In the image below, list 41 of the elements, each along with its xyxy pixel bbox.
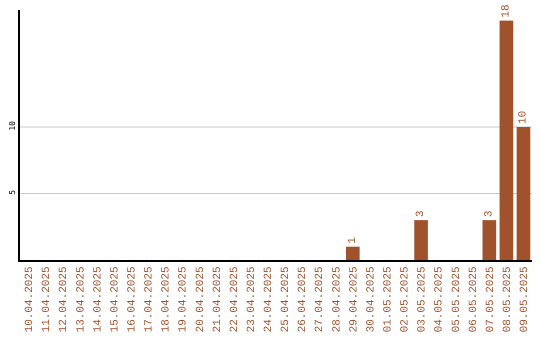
bar — [414, 220, 428, 260]
x-tick-label: 23.04.2025 — [246, 266, 258, 332]
x-tick-label: 28.04.2025 — [331, 266, 344, 332]
x-tick-label: 08.05.2025 — [502, 266, 514, 332]
x-tick-label: 14.04.2025 — [92, 266, 104, 332]
x-tick-label: 27.04.2025 — [314, 266, 326, 332]
bar — [516, 127, 530, 260]
data-label: 1 — [346, 236, 359, 244]
x-tick-label: 20.04.2025 — [194, 266, 207, 332]
x-tick-label: 25.04.2025 — [280, 266, 292, 332]
x-tick-label: 06.05.2025 — [468, 266, 480, 332]
x-tick-label: 18.04.2025 — [160, 266, 173, 332]
bar — [346, 246, 360, 260]
x-tick-label: 12.04.2025 — [58, 266, 70, 332]
x-tick-label: 07.05.2025 — [484, 266, 497, 332]
x-tick-label: 24.04.2025 — [263, 266, 276, 332]
x-tick-label: 13.04.2025 — [75, 266, 88, 332]
x-tick-label: 02.05.2025 — [400, 266, 412, 332]
x-tick-label: 26.04.2025 — [297, 266, 310, 332]
data-label: 3 — [415, 210, 428, 218]
data-label: 10 — [517, 110, 530, 124]
bar — [500, 20, 514, 260]
x-tick-label: 22.04.2025 — [228, 266, 241, 332]
x-tick-label: 11.04.2025 — [41, 266, 54, 332]
x-tick-label: 10.04.2025 — [24, 266, 36, 332]
x-tick-label: 19.04.2025 — [178, 266, 190, 332]
x-tick-label: 15.04.2025 — [109, 266, 122, 332]
x-tick-label: 09.05.2025 — [519, 266, 532, 332]
y-tick-label: 5 — [8, 190, 17, 195]
x-tick-label: 21.04.2025 — [212, 266, 224, 332]
bar — [482, 220, 496, 260]
x-tick-label: 01.05.2025 — [382, 266, 395, 332]
x-tick-label: 03.05.2025 — [416, 266, 429, 332]
x-tick-label: 17.04.2025 — [144, 266, 156, 332]
x-tick-label: 05.05.2025 — [450, 266, 463, 332]
x-tick-label: 04.05.2025 — [434, 266, 446, 332]
x-tick-label: 29.04.2025 — [348, 266, 360, 332]
data-label: 18 — [500, 4, 512, 18]
data-label: 3 — [483, 210, 496, 218]
x-tick-label: 16.04.2025 — [126, 266, 139, 332]
x-tick-label: 30.04.2025 — [365, 266, 378, 332]
